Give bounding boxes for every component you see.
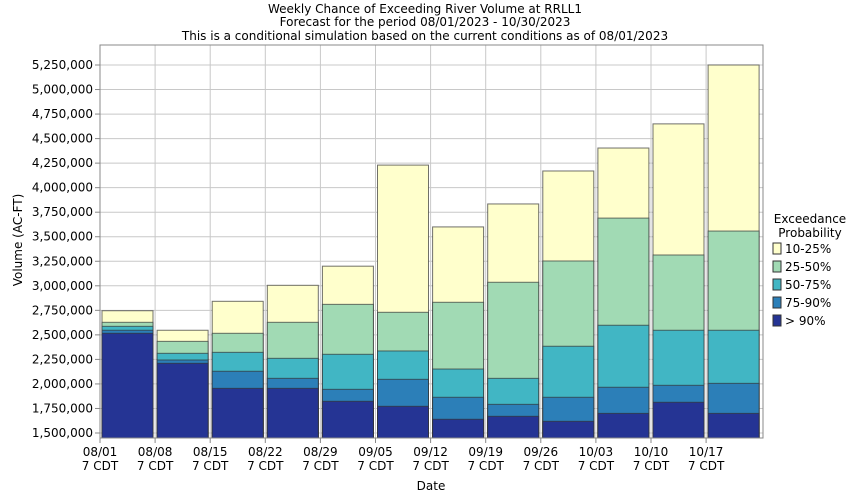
- y-tick-label: 4,000,000: [32, 181, 93, 195]
- bar-90-08-29: [321, 400, 374, 439]
- x-tick-sublabel: 7 CDT: [633, 459, 670, 473]
- legend-title-line-1: Exceedance: [774, 212, 846, 226]
- y-tick-label: 5,250,000: [32, 58, 93, 72]
- legend-label: > 90%: [785, 314, 826, 328]
- x-tick-sublabel: 7 CDT: [467, 459, 504, 473]
- y-tick-label: 3,000,000: [32, 279, 93, 293]
- x-tick-sublabel: 7 CDT: [523, 459, 560, 473]
- bar-90-08-01: [101, 332, 154, 439]
- legend-swatch: [772, 260, 782, 273]
- x-tick-label: 09/05: [358, 445, 393, 459]
- chart-title-line-1: Weekly Chance of Exceeding River Volume …: [268, 2, 582, 16]
- y-tick-label: 4,250,000: [32, 156, 93, 170]
- legend-title-line-2: Probability: [778, 226, 841, 240]
- x-tick-label: 09/19: [468, 445, 503, 459]
- y-tick-label: 3,750,000: [32, 205, 93, 219]
- x-tick-sublabel: 7 CDT: [578, 459, 615, 473]
- x-tick-label: 09/12: [413, 445, 448, 459]
- legend-swatch: [772, 296, 782, 309]
- x-axis-label: Date: [417, 479, 446, 493]
- y-tick-label: 2,750,000: [32, 303, 93, 317]
- y-tick-label: 3,250,000: [32, 254, 93, 268]
- plot-frame: [99, 44, 764, 439]
- legend-label: 50-75%: [785, 278, 831, 292]
- x-tick-sublabel: 7 CDT: [688, 459, 725, 473]
- x-tick-sublabel: 7 CDT: [302, 459, 339, 473]
- x-tick-sublabel: 7 CDT: [357, 459, 394, 473]
- y-tick-label: 4,500,000: [32, 132, 93, 146]
- chart-title-line-3: This is a conditional simulation based o…: [181, 29, 668, 43]
- x-tick-label: 08/01: [83, 445, 118, 459]
- legend-swatch: [772, 242, 782, 255]
- legend-label: 10-25%: [785, 242, 831, 256]
- bar-90-10-03: [597, 412, 650, 439]
- x-tick-label: 08/22: [248, 445, 283, 459]
- bar-90-09-26: [542, 420, 595, 439]
- bar-90-10-10: [652, 401, 705, 439]
- y-tick-label: 3,500,000: [32, 230, 93, 244]
- x-tick-label: 09/26: [524, 445, 559, 459]
- x-tick-sublabel: 7 CDT: [192, 459, 229, 473]
- legend-swatch: [772, 314, 782, 327]
- bar-90-09-19: [487, 415, 540, 439]
- bar-90-08-22: [266, 387, 319, 439]
- x-tick-sublabel: 7 CDT: [82, 459, 119, 473]
- chart-title-line-2: Forecast for the period 08/01/2023 - 10/…: [280, 15, 571, 29]
- x-tick-label: 08/15: [193, 445, 228, 459]
- legend-swatch: [772, 278, 782, 291]
- x-tick-label: 10/10: [634, 445, 669, 459]
- y-tick-label: 1,500,000: [32, 426, 93, 440]
- bar-90-08-08: [156, 362, 209, 439]
- x-tick-sublabel: 7 CDT: [412, 459, 449, 473]
- y-tick-label: 1,750,000: [32, 401, 93, 415]
- bar-90-09-05: [377, 405, 429, 439]
- y-tick-label: 5,000,000: [32, 83, 93, 97]
- y-tick-label: 2,000,000: [32, 377, 93, 391]
- y-axis-label: Volume (AC-FT): [11, 194, 25, 287]
- x-tick-label: 10/17: [689, 445, 724, 459]
- legend-label: 75-90%: [785, 296, 831, 310]
- x-tick-label: 08/08: [138, 445, 173, 459]
- bar-90-08-15: [211, 387, 264, 439]
- bar-90-09-12: [432, 418, 485, 439]
- x-tick-label: 08/29: [303, 445, 338, 459]
- y-tick-label: 4,750,000: [32, 107, 93, 121]
- x-tick-label: 10/03: [579, 445, 614, 459]
- legend-label: 25-50%: [785, 260, 831, 274]
- y-tick-label: 2,500,000: [32, 328, 93, 342]
- x-tick-sublabel: 7 CDT: [247, 459, 284, 473]
- x-tick-sublabel: 7 CDT: [137, 459, 174, 473]
- bar-90-10-17: [707, 412, 760, 439]
- y-tick-label: 2,250,000: [32, 352, 93, 366]
